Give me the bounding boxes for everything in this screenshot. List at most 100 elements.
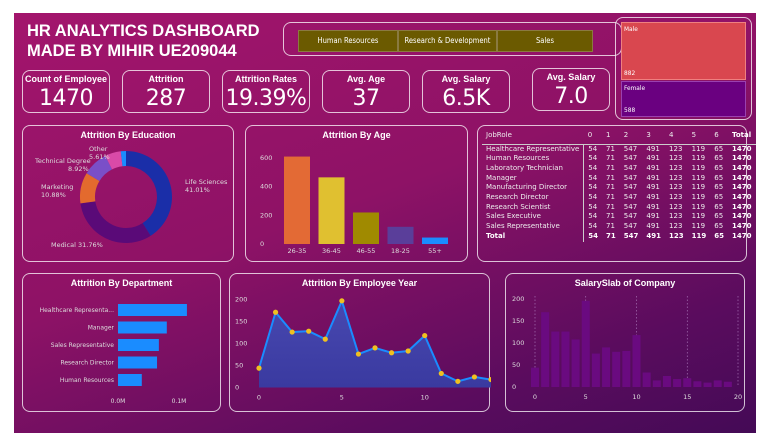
- attrition-by-department-card: Attrition By Department Healthcare Repre…: [22, 273, 221, 412]
- table-cell: 547: [623, 212, 638, 221]
- title-line-1: HR ANALYTICS DASHBOARD: [27, 22, 260, 40]
- bar: [541, 312, 550, 387]
- column-header[interactable]: 1: [606, 130, 611, 139]
- table-cell: 491: [646, 222, 660, 231]
- column-header[interactable]: 4: [669, 130, 674, 139]
- chart-title: Attrition By Education: [80, 130, 176, 140]
- treemap-male[interactable]: Male 882: [621, 22, 746, 80]
- kpi-label: Count of Employee: [24, 74, 107, 84]
- x-tick-label: 0: [257, 394, 261, 402]
- category-label: Human Resources: [60, 377, 114, 384]
- x-tick-label: 15: [683, 393, 691, 401]
- table-cell: 119: [691, 222, 706, 231]
- column-header[interactable]: 3: [646, 130, 651, 139]
- kpi-label: Avg. Age: [346, 74, 386, 84]
- male-label: Male: [624, 25, 638, 33]
- table-cell: 491: [646, 202, 660, 211]
- table-cell: 1470: [732, 144, 752, 153]
- table-cell: 119: [691, 173, 706, 182]
- salary-slab-card: SalarySlab of Company 0 50 100 150 200 0 5 10 15…: [505, 273, 745, 412]
- table-cell: 71: [606, 183, 615, 192]
- female-label: Female: [624, 84, 646, 92]
- column-header[interactable]: 6: [714, 130, 719, 139]
- table-cell: 491: [646, 154, 660, 163]
- salary-slab-bar-chart: 0 50 100 150 200 0 5 10 15 20: [512, 295, 742, 401]
- y-tick-label: 150: [512, 317, 524, 325]
- table-row: Sales Representative 54 71 547 491 123 119 65 14…: [482, 222, 756, 232]
- x-tick-label: 5: [340, 394, 344, 402]
- kpi-value: 7.0: [554, 84, 588, 109]
- kpi-card: Avg. Age 37: [322, 70, 410, 113]
- table-total-row: Total 54 71 547 491 123 119 65 1470: [482, 231, 756, 242]
- slicer-sales[interactable]: Sales: [497, 30, 593, 52]
- jobrole-matrix: JobRole 0 1 2 3 4 5 6 Total Healthcare Representa…: [482, 128, 756, 242]
- bar: [662, 376, 671, 387]
- table-total-cell: 119: [691, 231, 707, 240]
- table-cell: 123: [669, 202, 683, 211]
- table-cell: 547: [623, 144, 638, 153]
- bar: [642, 372, 651, 387]
- data-point: [272, 309, 279, 315]
- table-cell: Sales Executive: [482, 212, 585, 223]
- table-cell: 1470: [732, 163, 752, 172]
- table-cell: 123: [669, 154, 683, 163]
- education-donut-chart: Life Sciences 41.01% Medical 31.76% Marketi…: [34, 145, 228, 249]
- bar: [561, 331, 570, 387]
- department-bar-chart: Healthcare Representa... Manager Sales Rep…: [40, 304, 187, 405]
- treemap-female[interactable]: Female 588: [621, 81, 746, 117]
- bar: [683, 378, 692, 387]
- table-cell: Research Scientist: [482, 202, 585, 213]
- table-cell: 547: [623, 193, 638, 202]
- bar: [422, 237, 448, 244]
- table-total-cell: 65: [714, 231, 725, 240]
- male-value: 882: [624, 69, 636, 77]
- table-cell: 491: [646, 183, 660, 192]
- table-row: Sales Executive 54 71 547 491 123 119 65 1470: [482, 212, 756, 223]
- category-label: Sales Representative: [51, 342, 115, 349]
- table-row: Research Scientist 54 71 547 491 123 119 65 1470: [482, 202, 756, 213]
- table-cell: 71: [606, 173, 615, 182]
- column-header[interactable]: 5: [691, 130, 697, 139]
- table-total-cell: 491: [646, 231, 662, 240]
- category-label: Manager: [88, 325, 115, 332]
- dashboard-title: HR ANALYTICS DASHBOARD MADE BY MIHIR UE20…: [27, 21, 260, 61]
- table-cell: 54: [588, 173, 598, 182]
- table-row: Research Director 54 71 547 491 123 119 65 1470: [482, 193, 756, 203]
- kpi-label: Attrition Rates: [234, 74, 297, 84]
- data-point: [355, 351, 362, 357]
- data-point: [438, 370, 444, 377]
- table-cell: 71: [606, 202, 615, 211]
- slicer-human-resources[interactable]: Human Resources: [298, 30, 398, 52]
- y-tick-label: 0: [235, 384, 239, 392]
- table-cell: 119: [691, 154, 706, 163]
- table-cell: Sales Representative: [482, 222, 585, 232]
- table-cell: 491: [646, 193, 660, 202]
- column-header[interactable]: JobRole: [486, 130, 512, 139]
- table-cell: Manager: [482, 173, 585, 184]
- table-cell: 123: [669, 193, 683, 202]
- table-cell: 54: [588, 202, 598, 211]
- chart-title: Attrition By Employee Year: [301, 278, 418, 288]
- y-tick-label: 100: [512, 339, 524, 347]
- data-point: [289, 329, 295, 335]
- bar: [118, 339, 159, 351]
- attrition-by-education-card: Attrition By Education Life Sciences 41.0…: [22, 125, 234, 262]
- column-header[interactable]: 0: [587, 130, 593, 139]
- table-cell: 71: [606, 222, 615, 231]
- table-cell: 65: [714, 193, 724, 202]
- data-point: [372, 345, 378, 351]
- table-cell: 123: [669, 183, 683, 192]
- bar: [353, 212, 379, 244]
- x-tick-label: 36-45: [322, 247, 341, 255]
- column-header[interactable]: Total: [732, 130, 752, 139]
- y-tick-label: 200: [512, 295, 524, 303]
- slicer-research-development[interactable]: Research & Development: [398, 30, 497, 52]
- table-cell: Human Resources: [482, 154, 585, 164]
- slice-label: Technical Degree 8.92%: [34, 157, 91, 173]
- bar: [581, 300, 590, 387]
- table-cell: 547: [623, 222, 638, 231]
- x-tick-label: 0.0M: [111, 398, 126, 405]
- table-cell: 54: [588, 193, 598, 202]
- kpi-card: Avg. Salary 6.5K: [422, 70, 510, 113]
- column-header[interactable]: 2: [623, 130, 629, 139]
